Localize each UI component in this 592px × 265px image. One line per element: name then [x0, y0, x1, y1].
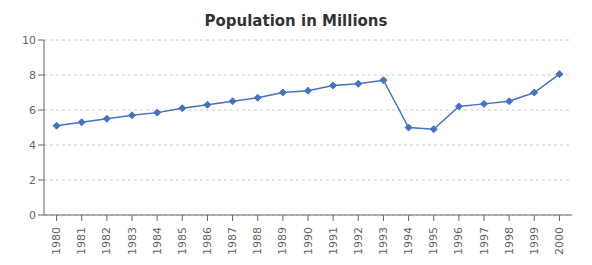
svg-text:10: 10	[22, 34, 36, 47]
svg-text:1989: 1989	[276, 227, 289, 255]
svg-text:1985: 1985	[176, 227, 189, 255]
svg-text:6: 6	[29, 104, 36, 117]
svg-text:1997: 1997	[478, 227, 491, 255]
svg-text:2: 2	[29, 174, 36, 187]
svg-text:1994: 1994	[402, 227, 415, 255]
html-text:Population in Millions: Population in Millions	[204, 12, 388, 30]
svg-text:1998: 1998	[503, 227, 516, 255]
svg-text:1995: 1995	[427, 227, 440, 255]
svg-text:1993: 1993	[377, 227, 390, 255]
svg-text:1996: 1996	[452, 227, 465, 255]
svg-text:0: 0	[29, 209, 36, 222]
svg-text:1999: 1999	[528, 227, 541, 255]
svg-text:1990: 1990	[302, 227, 315, 255]
svg-text:1981: 1981	[75, 227, 88, 255]
svg-text:1982: 1982	[100, 227, 113, 255]
svg-text:1991: 1991	[327, 227, 340, 255]
svg-text:4: 4	[29, 139, 36, 152]
svg-text:1980: 1980	[50, 227, 63, 255]
svg-text:1992: 1992	[352, 227, 365, 255]
svg-text:1984: 1984	[151, 227, 164, 255]
svg-text:2000: 2000	[553, 227, 566, 255]
svg-text:1987: 1987	[226, 227, 239, 255]
svg-text:1986: 1986	[201, 227, 214, 255]
svg-text:1983: 1983	[126, 227, 139, 255]
svg-text:1988: 1988	[251, 227, 264, 255]
svg-text:8: 8	[29, 69, 36, 82]
